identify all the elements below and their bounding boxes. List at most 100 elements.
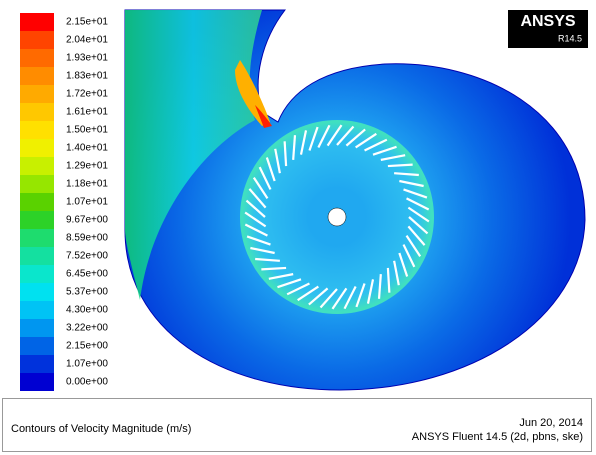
legend-label: 4.30e+00 (66, 305, 108, 316)
blade (343, 286, 357, 310)
legend-swatch (20, 301, 54, 319)
legend-label: 1.61e+01 (66, 107, 108, 118)
blade (399, 179, 424, 188)
blade (364, 138, 388, 152)
legend-label: 1.40e+01 (66, 143, 108, 154)
blade (250, 246, 275, 255)
legend-label: 2.15e+01 (66, 17, 108, 28)
legend-label: 7.52e+00 (66, 251, 108, 262)
blade (387, 163, 413, 168)
blade (244, 211, 267, 228)
legend-swatch (20, 265, 54, 283)
blade (403, 188, 428, 199)
footer-date: Jun 20, 2014 (519, 417, 583, 429)
blade (255, 257, 280, 262)
blade (366, 279, 375, 304)
legend-label: 1.83e+01 (66, 71, 108, 82)
blade (246, 235, 271, 246)
blade (308, 126, 319, 151)
blade (265, 157, 276, 182)
blade (406, 197, 430, 211)
blade (283, 141, 288, 167)
legend-label: 1.72e+01 (66, 89, 108, 100)
blade (248, 188, 267, 209)
legend-label: 2.04e+01 (66, 35, 108, 46)
legend-swatch (20, 139, 54, 157)
legend-label: 1.18e+01 (66, 179, 108, 190)
blade (377, 274, 382, 299)
logo (508, 10, 588, 48)
legend-swatch (20, 247, 54, 265)
legend-swatch (20, 229, 54, 247)
legend-swatch (20, 355, 54, 373)
flow-domain (124, 9, 586, 391)
blade (308, 287, 329, 306)
blade (398, 252, 409, 277)
legend-swatch (20, 175, 54, 193)
blade (319, 288, 338, 309)
blade (402, 244, 416, 268)
blade (393, 260, 400, 286)
blade (286, 282, 310, 296)
legend-swatch (20, 319, 54, 337)
blade (355, 283, 366, 308)
blade (326, 124, 343, 147)
blade (244, 223, 268, 237)
blade (245, 199, 266, 218)
legend-swatch (20, 211, 54, 229)
blade (380, 154, 406, 161)
legend-swatch (20, 121, 54, 139)
legend-swatch (20, 67, 54, 85)
legend-label: 1.50e+01 (66, 125, 108, 136)
blade (258, 166, 272, 190)
footer-software: ANSYS Fluent 14.5 (2d, pbns, ske) (411, 431, 583, 443)
legend-label: 2.15e+00 (66, 341, 108, 352)
blade (345, 128, 366, 147)
legend-label: 1.29e+01 (66, 161, 108, 172)
legend-label: 8.59e+00 (66, 233, 108, 244)
blade (299, 130, 308, 155)
legend-label: 1.07e+01 (66, 197, 108, 208)
legend-swatch (20, 49, 54, 67)
legend-label: 1.93e+01 (66, 53, 108, 64)
legend-swatch (20, 337, 54, 355)
legend-swatch (20, 13, 54, 31)
blade (274, 148, 281, 174)
blade (372, 145, 397, 156)
legend-label: 6.45e+00 (66, 269, 108, 280)
blade (252, 177, 269, 199)
legend-swatch (20, 31, 54, 49)
legend-label: 0.00e+00 (66, 377, 108, 388)
legend-swatch (20, 157, 54, 175)
legend-swatch (20, 373, 54, 391)
legend-swatch (20, 193, 54, 211)
blade (407, 225, 426, 246)
blade (261, 266, 287, 271)
blade (394, 172, 419, 177)
contour-plot: 2.15e+01 2.04e+01 1.93e+01 1.83e+01 1.72e+01… (20, 9, 588, 391)
blade (386, 267, 391, 293)
legend-swatch (20, 283, 54, 301)
logo-version: R14.5 (558, 33, 582, 43)
logo-brand: ANSYS (520, 13, 575, 30)
footer-title: Contours of Velocity Magnitude (m/s) (11, 423, 192, 435)
legend-swatch (20, 85, 54, 103)
blade (407, 206, 430, 223)
blade (268, 273, 294, 280)
blade (408, 216, 429, 235)
color-legend: 2.15e+01 2.04e+01 1.93e+01 1.83e+01 1.72e+01… (20, 13, 108, 391)
footer: Contours of Velocity Magnitude (m/s) Jun… (2, 398, 592, 452)
blade (331, 287, 348, 310)
blade (292, 135, 297, 160)
legend-label: 9.67e+00 (66, 215, 108, 226)
legend-label: 1.07e+00 (66, 359, 108, 370)
blade (405, 235, 422, 257)
legend-label: 3.22e+00 (66, 323, 108, 334)
blade (277, 278, 302, 289)
blade (355, 132, 377, 149)
blade (336, 125, 355, 146)
blade (317, 124, 331, 148)
legend-swatch (20, 103, 54, 121)
blade (297, 285, 319, 302)
